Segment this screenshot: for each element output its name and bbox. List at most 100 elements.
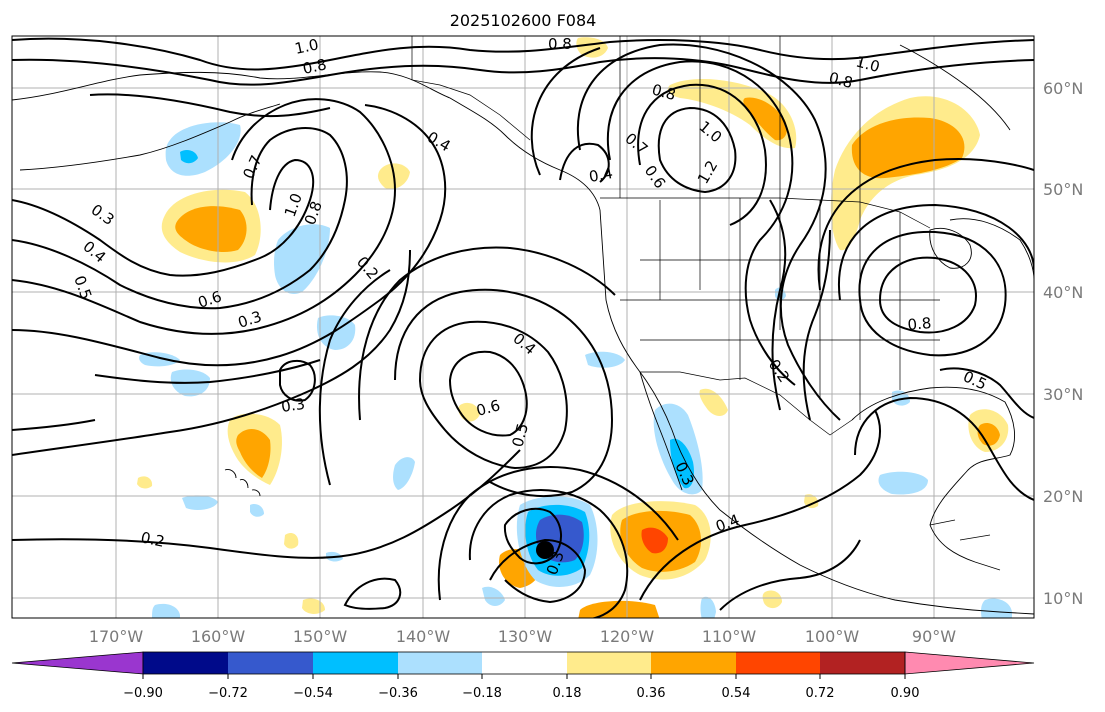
- alaska-coast: [12, 71, 601, 211]
- map-frame: [11, 35, 1035, 619]
- colorbar-bin: [143, 652, 228, 674]
- contour-label: 1.0: [854, 52, 882, 76]
- lat-label: 10°N: [1043, 589, 1083, 608]
- positive-anomaly-hawaii-north-core: [236, 428, 271, 478]
- contour-label: 0.8: [301, 199, 326, 228]
- contour-lines: [12, 37, 1034, 618]
- colorbar-tick-label: 0.54: [722, 686, 751, 701]
- positive-anomaly-canada-east-core: [851, 117, 965, 179]
- contour-label: 0.8: [548, 35, 572, 53]
- colorbar-bin: [228, 652, 313, 674]
- contour-label: 0.8: [907, 314, 932, 334]
- east-canada-coast: [949, 218, 1034, 281]
- positive-anomaly-northpacific-west-core: [175, 206, 247, 253]
- positive-anomaly-small-8: [804, 494, 819, 509]
- lon-label: 120°W: [600, 627, 655, 646]
- baja-peninsula: [639, 371, 683, 491]
- central-america-borders: [929, 519, 1001, 571]
- aleutian-chain: [19, 103, 281, 171]
- contour-label: 0.4: [509, 329, 539, 358]
- storm-center-marker: [536, 541, 554, 559]
- colorbar-tick-label: −0.90: [123, 686, 163, 701]
- contour-label: 0.6: [641, 162, 669, 192]
- contour-label: 0.4: [424, 128, 454, 156]
- colorbar-tick-label: 0.72: [806, 686, 835, 701]
- canada-province-lines: [619, 36, 861, 202]
- colorbar-extend-high: [904, 651, 1035, 675]
- lon-label: 140°W: [396, 627, 451, 646]
- longitude-labels: 170°W 160°W 150°W 140°W 130°W 120°W 110°…: [89, 627, 956, 646]
- negative-anomaly-small-i: [482, 586, 505, 606]
- positive-anomaly-baja: [699, 388, 728, 416]
- lon-label: 150°W: [293, 627, 348, 646]
- contour-labels: 1.0 0.8 0.8 1.0 0.8 0.8 0.7 0.4 0.3 0.4 …: [70, 35, 989, 577]
- contour-label: 0.7: [239, 152, 265, 181]
- positive-anomaly-small-6: [302, 598, 325, 614]
- contour-label: 0.2: [139, 528, 166, 551]
- contour-label: 0.8: [301, 55, 328, 78]
- positive-anomaly-canada-west-core: [743, 97, 787, 141]
- contour-label: 0.8: [650, 80, 678, 104]
- colorbar-tick-label: 0.90: [891, 686, 920, 701]
- great-lakes: [929, 227, 972, 269]
- colorbar-tick-label: −0.72: [208, 686, 248, 701]
- negative-anomaly-small-l: [700, 596, 716, 618]
- positive-anomaly-gulf-east-core: [977, 423, 1000, 446]
- contour-label: 0.3: [88, 201, 118, 229]
- lon-label: 130°W: [498, 627, 553, 646]
- negative-anomaly-alaska-gulf-core: [180, 150, 198, 164]
- colorbar-bin: [567, 652, 651, 674]
- lat-label: 20°N: [1043, 487, 1083, 506]
- shaded-anomalies: [137, 37, 1012, 618]
- contour-label: 1.2: [694, 157, 722, 187]
- colorbar-tick-label: 0.36: [637, 686, 666, 701]
- lon-label: 110°W: [702, 627, 757, 646]
- contour-label: 0.7: [621, 129, 651, 158]
- colorbar-bin: [651, 652, 736, 674]
- lon-label: 100°W: [805, 627, 860, 646]
- latitude-labels: 60°N 50°N 40°N 30°N 20°N 10°N: [1043, 79, 1083, 608]
- colorbar: −0.90 −0.72 −0.54 −0.36 −0.18 0.18 0.36 …: [11, 651, 1035, 701]
- colorbar-bin: [820, 652, 905, 674]
- positive-anomaly-small-2: [576, 37, 608, 58]
- colorbar-bin: [736, 652, 820, 674]
- colorbar-bin: [313, 652, 398, 674]
- us-canada-border: [600, 197, 931, 229]
- map-area: 1.0 0.8 0.8 1.0 0.8 0.8 0.7 0.4 0.3 0.4 …: [12, 35, 1034, 618]
- colorbar-frame: [142, 651, 906, 675]
- colorbar-bin: [398, 652, 482, 674]
- negative-anomaly-small-h: [152, 603, 180, 618]
- contour-label: 0.3: [280, 395, 306, 416]
- positive-anomaly-mexico-offshore-peak: [641, 527, 668, 554]
- negative-anomaly-gulf-california-core: [670, 438, 694, 489]
- map-title: 2025102600 F084: [450, 11, 597, 30]
- colorbar-tick-label: 0.18: [553, 686, 582, 701]
- negative-anomaly-small-d: [585, 351, 625, 368]
- west-coast-na: [599, 209, 1034, 615]
- negative-anomaly-small-g: [393, 457, 415, 490]
- contour-label: 0.4: [713, 511, 742, 536]
- contour-label: 0.5: [70, 273, 95, 302]
- positive-anomaly-small-7: [137, 476, 153, 489]
- colorbar-extend-low: [11, 651, 144, 675]
- colorbar-tick-label: −0.54: [293, 686, 333, 701]
- negative-anomaly-small-j: [981, 598, 1012, 618]
- lat-label: 40°N: [1043, 283, 1083, 302]
- contour-label: 0.5: [508, 421, 532, 449]
- lon-label: 90°W: [912, 627, 956, 646]
- hudson-bay-coast: [899, 44, 1011, 131]
- positive-anomaly-small-4: [762, 590, 782, 609]
- lon-label: 160°W: [191, 627, 246, 646]
- lon-label: 170°W: [89, 627, 144, 646]
- negative-anomaly-small-e: [878, 471, 928, 495]
- colorbar-bin: [482, 652, 567, 674]
- graticule: [12, 36, 1034, 618]
- negative-anomaly-alaska-gulf: [165, 122, 241, 176]
- positive-anomaly-small-5: [284, 533, 299, 549]
- negative-anomaly-small-m: [250, 504, 264, 517]
- contour-label: 1.0: [293, 35, 320, 58]
- contour-label: 0.4: [588, 164, 615, 186]
- political-borders: [411, 36, 1001, 571]
- hawaii-islands: [224, 469, 261, 497]
- colorbar-tick-label: −0.36: [378, 686, 418, 701]
